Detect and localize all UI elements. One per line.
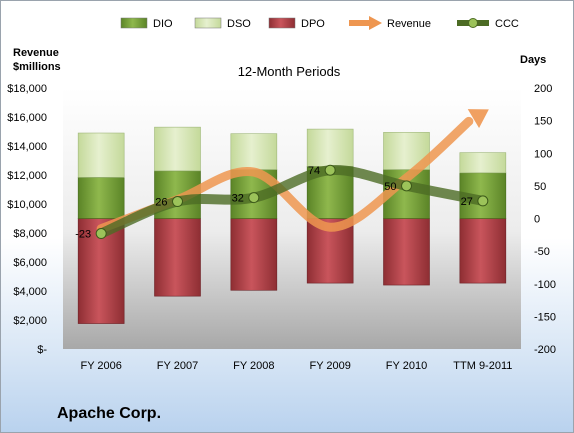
- bar-dpo: [154, 218, 201, 297]
- left-axis-label-line1: Revenue: [13, 47, 59, 59]
- axis-ticks: $- $2,000 $4,000 $6,000 $8,000 $10,000 $12,000…: [7, 83, 556, 356]
- ccc-point: [95, 228, 107, 240]
- legend-label-dso: DSO: [227, 18, 251, 30]
- left-tick-label: $10,000: [7, 199, 47, 211]
- company-name: Apache Corp.: [57, 405, 162, 422]
- ccc-data-label: 32: [232, 193, 244, 205]
- bar-dpo: [383, 218, 430, 286]
- legend-swatch-dpo: [268, 17, 296, 29]
- bar-dso: [154, 126, 201, 172]
- bar-dso: [459, 152, 507, 174]
- right-tick-label: 0: [534, 214, 540, 226]
- category-label: FY 2008: [233, 360, 274, 372]
- right-tick-label: 100: [534, 148, 552, 160]
- bar-dpo: [459, 218, 507, 284]
- bar-dpo: [230, 218, 278, 291]
- category-label: FY 2007: [157, 360, 198, 372]
- left-axis-label-line2: $millions: [13, 61, 61, 73]
- right-tick-label: 200: [534, 83, 552, 95]
- category-label: TTM 9-2011: [453, 360, 512, 372]
- left-tick-label: $16,000: [7, 112, 47, 124]
- ccc-point: [172, 196, 183, 208]
- left-tick-label: $8,000: [13, 228, 47, 240]
- ccc-data-label: 27: [461, 196, 473, 208]
- left-tick-label: $14,000: [7, 141, 47, 153]
- left-tick-label: $2,000: [13, 315, 47, 327]
- ccc-point: [477, 195, 489, 207]
- category-label: FY 2006: [80, 360, 121, 372]
- ccc-data-label: -23: [75, 229, 91, 241]
- legend-label-dpo: DPO: [301, 18, 325, 30]
- left-tick-label: $18,000: [7, 83, 47, 95]
- right-tick-label: -200: [534, 344, 556, 356]
- revenue-arrowhead: [467, 109, 489, 129]
- left-tick-label: $4,000: [13, 286, 47, 298]
- bar-dso: [77, 132, 125, 178]
- legend-swatch-ccc-marker: [468, 18, 478, 28]
- ccc-data-label: 74: [308, 165, 320, 177]
- bar-dso: [230, 133, 278, 170]
- ccc-data-label: 50: [384, 181, 396, 193]
- right-tick-label: -150: [534, 311, 556, 323]
- category-labels: FY 2006 FY 2007 FY 2008 FY 2009 FY 2010 TTM 9…: [80, 360, 512, 372]
- right-tick-label: 50: [534, 181, 546, 193]
- right-tick-label: -100: [534, 279, 556, 291]
- category-label: FY 2010: [386, 360, 427, 372]
- right-axis-label: Days: [520, 54, 546, 66]
- bar-dio: [77, 177, 125, 219]
- left-tick-label: $-: [37, 344, 47, 356]
- bar-dso: [306, 128, 354, 167]
- ccc-data-label: 26: [155, 197, 167, 209]
- ccc-point: [248, 192, 260, 204]
- legend-label-revenue: Revenue: [387, 18, 431, 30]
- legend-label-dio: DIO: [153, 18, 173, 30]
- legend-swatch-dso: [194, 17, 222, 29]
- right-tick-label: -50: [534, 246, 550, 258]
- left-tick-label: $6,000: [13, 257, 47, 269]
- bars: [77, 126, 507, 324]
- lines: -23 26 32 74 50 27: [75, 109, 489, 241]
- ccc-point: [324, 164, 336, 176]
- legend-label-ccc: CCC: [495, 18, 519, 30]
- ccc-point: [401, 180, 412, 192]
- legend: DIO DSO DPO Revenue CCC: [120, 16, 519, 30]
- left-tick-label: $12,000: [7, 170, 47, 182]
- chart-title: 12-Month Periods: [238, 64, 341, 79]
- right-tick-label: 150: [534, 116, 552, 128]
- category-label: FY 2009: [309, 360, 350, 372]
- legend-swatch-dio: [120, 17, 148, 29]
- legend-swatch-revenue-head: [369, 16, 382, 30]
